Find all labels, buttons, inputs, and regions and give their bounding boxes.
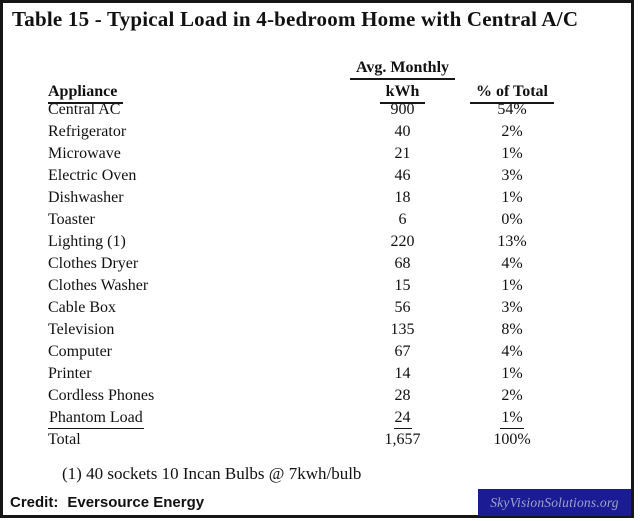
cell-kwh: 67 [394, 343, 411, 360]
cell-pct: 1% [500, 408, 524, 429]
cell-kwh: 900 [390, 101, 415, 118]
group-header-row: Avg. Monthly [0, 57, 640, 80]
table-row: Television 135 8% [0, 319, 640, 341]
cell-kwh: 220 [390, 233, 415, 250]
column-header-pct-of-total: % of Total [469, 81, 554, 104]
cell-appliance: Dishwasher [48, 189, 124, 206]
cell-appliance: Printer [48, 365, 92, 382]
table-row-total: Total 1,657 100% [0, 429, 640, 451]
cell-pct: 3% [501, 299, 523, 316]
cell-pct: 1% [501, 145, 523, 162]
column-header-kwh: kWh [379, 81, 426, 104]
table-row: Printer 14 1% [0, 363, 640, 385]
cell-pct: 4% [501, 343, 523, 360]
table-row: Electric Oven 46 3% [0, 165, 640, 187]
cell-kwh: 68 [394, 255, 411, 272]
cell-appliance: Cordless Phones [48, 387, 155, 404]
cell-pct: 54% [497, 101, 527, 118]
cell-kwh: 24 [393, 408, 412, 429]
cell-kwh: 28 [394, 387, 411, 404]
watermark-badge: SkyVisionSolutions.org [478, 489, 631, 516]
cell-pct: 4% [501, 255, 523, 272]
group-header-avg-monthly: Avg. Monthly [349, 57, 456, 80]
table-row: Cable Box 56 3% [0, 297, 640, 319]
table-row: Dishwasher 18 1% [0, 187, 640, 209]
credit-line: Credit: Eversource Energy [10, 493, 204, 513]
table-row: Clothes Dryer 68 4% [0, 253, 640, 275]
cell-appliance: Total [48, 431, 81, 448]
cell-appliance: Toaster [48, 211, 95, 228]
cell-appliance: Central AC [48, 101, 121, 118]
cell-kwh: 14 [394, 365, 411, 382]
page-title: Table 15 - Typical Load in 4-bedroom Hom… [12, 7, 579, 31]
cell-appliance: Lighting (1) [48, 233, 126, 250]
cell-appliance: Microwave [48, 145, 121, 162]
table-row: Computer 67 4% [0, 341, 640, 363]
cell-appliance: Television [48, 321, 115, 338]
cell-pct: 1% [501, 189, 523, 206]
footnote: (1) 40 sockets 10 Incan Bulbs @ 7kwh/bul… [62, 464, 362, 483]
cell-appliance: Cable Box [48, 299, 116, 316]
table-row: Lighting (1) 220 13% [0, 231, 640, 253]
cell-kwh: 56 [394, 299, 411, 316]
table-row: Toaster 6 0% [0, 209, 640, 231]
table-row: Cordless Phones 28 2% [0, 385, 640, 407]
cell-pct: 8% [501, 321, 523, 338]
cell-kwh: 46 [394, 167, 411, 184]
cell-kwh: 135 [390, 321, 415, 338]
cell-appliance: Clothes Dryer [48, 255, 139, 272]
cell-kwh: 40 [394, 123, 411, 140]
cell-pct: 3% [501, 167, 523, 184]
cell-kwh: 18 [394, 189, 411, 206]
table-row: Microwave 21 1% [0, 143, 640, 165]
cell-pct: 1% [501, 277, 523, 294]
cell-appliance: Clothes Washer [48, 277, 149, 294]
table-row: Clothes Washer 15 1% [0, 275, 640, 297]
cell-kwh: 21 [394, 145, 411, 162]
cell-appliance: Electric Oven [48, 167, 137, 184]
cell-appliance: Computer [48, 343, 112, 360]
table-row: Phantom Load 24 1% [0, 407, 640, 429]
credit-label: Credit: [10, 494, 59, 511]
cell-pct: 13% [497, 233, 527, 250]
cell-kwh: 15 [394, 277, 411, 294]
cell-pct: 2% [501, 387, 523, 404]
cell-pct: 1% [501, 365, 523, 382]
credit-value: Eversource Energy [67, 494, 205, 511]
cell-kwh: 1,657 [384, 431, 421, 448]
cell-pct: 100% [493, 431, 531, 448]
cell-appliance: Phantom Load [48, 408, 144, 429]
column-header-appliance: Appliance [48, 81, 124, 104]
cell-pct: 0% [501, 211, 523, 228]
table-row: Central AC 900 54% [0, 99, 640, 121]
column-header-row: Appliance kWh % of Total [0, 81, 640, 104]
cell-pct: 2% [501, 123, 523, 140]
cell-appliance: Refrigerator [48, 123, 127, 140]
cell-kwh: 6 [398, 211, 407, 228]
table-row: Refrigerator 40 2% [0, 121, 640, 143]
